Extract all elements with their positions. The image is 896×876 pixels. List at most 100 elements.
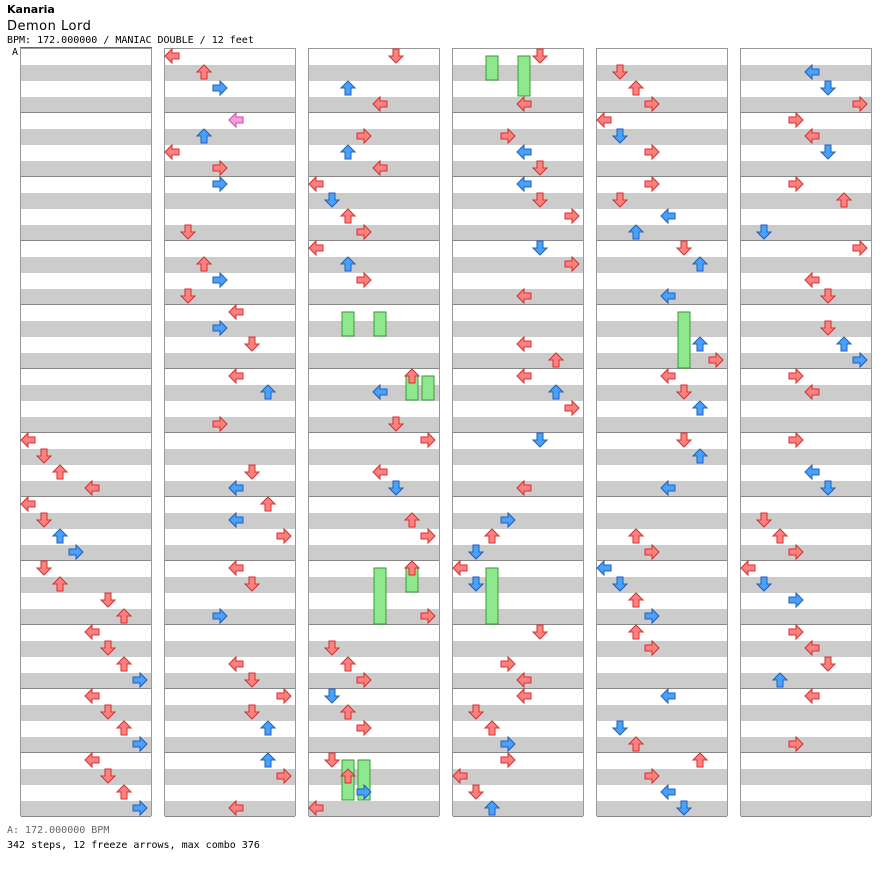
measure-box <box>165 49 295 113</box>
measure-box <box>453 497 583 561</box>
beat-stripe <box>597 513 727 529</box>
beat-stripe <box>309 193 439 209</box>
beat-stripe <box>309 65 439 81</box>
measure-box <box>453 561 583 625</box>
measure-box <box>741 561 871 625</box>
beat-stripe <box>741 737 871 753</box>
beat-stripe <box>21 737 151 753</box>
beat-stripe <box>165 321 295 337</box>
beat-stripe <box>21 641 151 657</box>
measure-box <box>21 753 151 817</box>
measure-box <box>741 753 871 817</box>
measure-box <box>165 689 295 753</box>
beat-stripe <box>21 769 151 785</box>
measure-box <box>21 433 151 497</box>
beat-stripe <box>309 481 439 497</box>
beat-stripe <box>453 321 583 337</box>
measure-box <box>21 497 151 561</box>
beat-stripe <box>165 161 295 177</box>
beat-stripe <box>597 673 727 689</box>
measure-box <box>165 433 295 497</box>
measure-box <box>165 177 295 241</box>
measure-box <box>21 561 151 625</box>
beat-stripe <box>453 257 583 273</box>
beat-stripe <box>309 353 439 369</box>
beat-stripe <box>21 705 151 721</box>
beat-stripe <box>165 289 295 305</box>
beat-stripe <box>165 641 295 657</box>
measure-box <box>597 113 727 177</box>
measure-box <box>21 689 151 753</box>
measure-box <box>453 753 583 817</box>
beat-stripe <box>309 545 439 561</box>
beat-stripe <box>309 129 439 145</box>
beat-stripe <box>309 225 439 241</box>
measure-box <box>741 625 871 689</box>
beat-stripe <box>21 385 151 401</box>
chart-column <box>164 48 296 817</box>
beat-stripe <box>597 97 727 113</box>
footer-bpm-line: A: 172.000000 BPM <box>7 825 110 836</box>
beat-stripe <box>453 449 583 465</box>
beat-stripe <box>21 545 151 561</box>
measure-box <box>309 625 439 689</box>
measure-box <box>21 369 151 433</box>
measure-box <box>309 753 439 817</box>
measure-box <box>453 305 583 369</box>
beat-stripe <box>165 673 295 689</box>
measure-box <box>165 305 295 369</box>
beat-stripe <box>165 193 295 209</box>
beat-stripe <box>453 545 583 561</box>
beat-stripe <box>21 449 151 465</box>
chart-column <box>20 48 152 817</box>
measure-box <box>309 113 439 177</box>
beat-stripe <box>309 673 439 689</box>
measure-box <box>165 561 295 625</box>
measure-box <box>453 241 583 305</box>
beat-stripe <box>597 545 727 561</box>
beat-stripe <box>597 129 727 145</box>
beat-stripe <box>165 225 295 241</box>
beat-stripe <box>165 769 295 785</box>
measure-box <box>741 177 871 241</box>
beat-stripe <box>453 705 583 721</box>
beat-stripe <box>21 673 151 689</box>
measure-box <box>741 49 871 113</box>
song-subtitle: Demon Lord <box>7 19 92 34</box>
beat-stripe <box>165 545 295 561</box>
beat-stripe <box>21 321 151 337</box>
measure-box <box>21 177 151 241</box>
beat-stripe <box>741 609 871 625</box>
measure-box <box>597 49 727 113</box>
measure-box <box>21 625 151 689</box>
measure-box <box>165 497 295 561</box>
measure-box <box>741 689 871 753</box>
measure-box <box>597 561 727 625</box>
beat-stripe <box>741 353 871 369</box>
measure-box <box>597 241 727 305</box>
measure-box <box>309 433 439 497</box>
beat-stripe <box>741 321 871 337</box>
measure-box <box>165 753 295 817</box>
beat-stripe <box>597 609 727 625</box>
beat-stripe <box>21 801 151 817</box>
measure-box <box>741 113 871 177</box>
beat-stripe <box>21 513 151 529</box>
measure-box <box>741 433 871 497</box>
beat-stripe <box>741 289 871 305</box>
beat-stripe <box>741 769 871 785</box>
beat-stripe <box>21 161 151 177</box>
measure-box <box>165 369 295 433</box>
measure-box <box>309 49 439 113</box>
measure-box <box>741 305 871 369</box>
measure-box <box>453 113 583 177</box>
beat-stripe <box>597 801 727 817</box>
beat-stripe <box>741 161 871 177</box>
beat-stripe <box>741 417 871 433</box>
measure-box <box>453 689 583 753</box>
beat-stripe <box>741 577 871 593</box>
beat-stripe <box>741 449 871 465</box>
measure-box <box>309 241 439 305</box>
measure-box <box>597 177 727 241</box>
measure-box <box>597 753 727 817</box>
